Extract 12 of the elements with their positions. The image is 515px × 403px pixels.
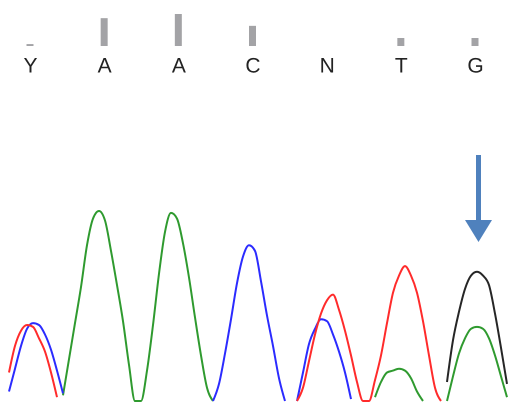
- x-tick-label: N: [320, 54, 335, 78]
- bar: [472, 38, 478, 46]
- x-tick-label: C: [245, 54, 261, 78]
- x-tick-label: A: [98, 54, 112, 78]
- x-tick-label: G: [467, 54, 484, 78]
- bar: [174, 14, 182, 46]
- bar: [249, 26, 256, 46]
- bar: [100, 18, 108, 46]
- x-tick-label: A: [172, 54, 186, 78]
- x-tick-label: T: [394, 54, 408, 78]
- x-tick-label: Y: [23, 54, 38, 78]
- bar: [397, 38, 404, 46]
